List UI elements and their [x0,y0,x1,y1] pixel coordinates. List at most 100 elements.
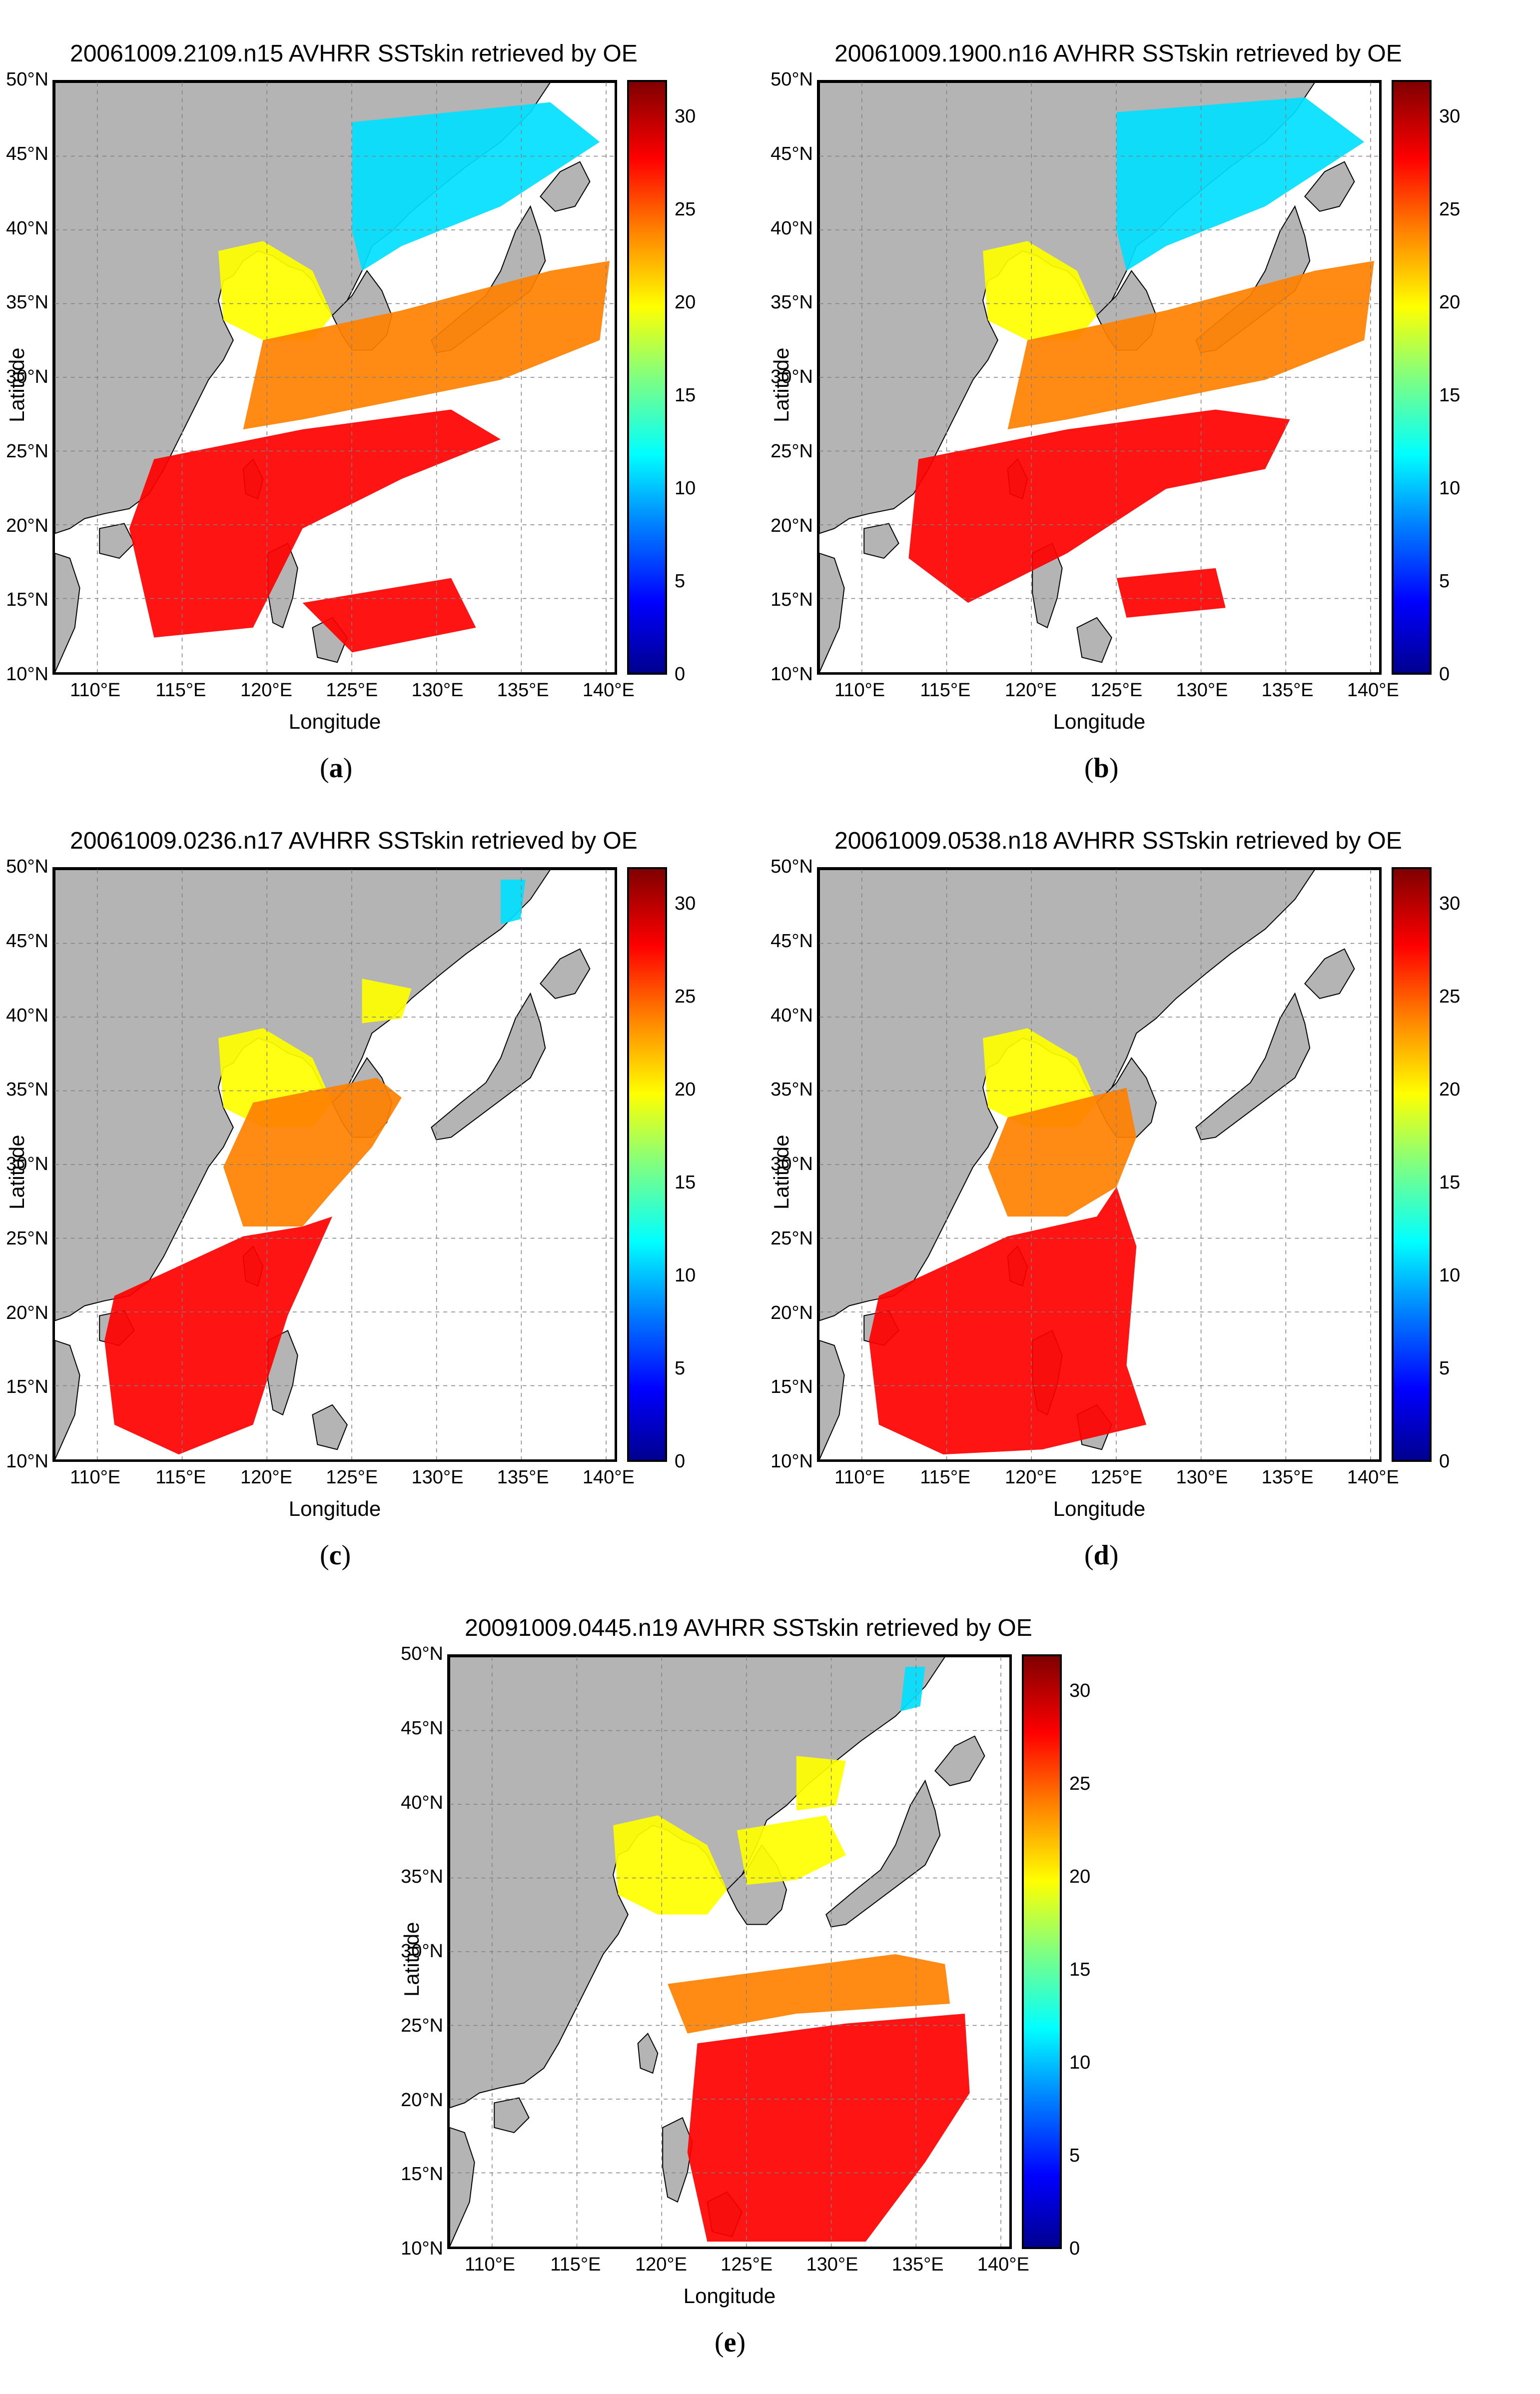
lat-tick-label: 45°N [401,1717,443,1739]
lat-tick-label: 25°N [770,440,813,462]
sst-retrieval-area [223,1078,402,1226]
sst-retrieval-area [362,979,412,1024]
sst-retrieval-area [908,409,1290,603]
panel-label-close: ) [341,1540,351,1571]
sst-map [819,870,1379,1459]
sst-retrieval-area [352,102,600,271]
land-mass [431,992,546,1141]
colorbar-tick-label: 30 [1069,1680,1091,1702]
colorbar-tick-label: 20 [1439,292,1461,313]
land-mass [825,1779,941,1928]
lat-tick-label: 20°N [401,2089,443,2111]
colorbar-tick-label: 30 [675,106,696,127]
lon-tick-label: 140°E [977,2254,1029,2275]
sst-retrieval-area [900,1666,925,1712]
lat-tick-label: 45°N [6,930,48,952]
land-mass [1304,948,1355,999]
lon-tick-label: 130°E [411,680,464,701]
map-panel-c: 20061009.0236.n17 AVHRR SSTskin retrieve… [5,827,696,1607]
land-mass [99,523,135,559]
lat-tick-label: 40°N [770,1005,813,1026]
lat-tick-label: 10°N [6,664,48,685]
lat-tick-label: 35°N [770,1079,813,1101]
lon-tick-label: 135°E [497,1467,549,1488]
colorbar-tick-label: 5 [675,1358,686,1379]
colorbar-tick-label: 20 [1069,1866,1091,1888]
lat-tick-label: 35°N [770,292,813,313]
sst-map [55,870,615,1459]
colorbar-tick-label: 15 [675,1172,696,1194]
lon-tick-label: 135°E [497,680,549,701]
panel-label-letter: e [724,2327,737,2358]
lon-tick-label: 115°E [155,680,206,701]
lat-tick-label: 15°N [770,589,813,611]
land-mass [450,2127,475,2247]
colorbar [627,80,667,675]
sst-retrieval-area [987,1088,1137,1217]
sst-retrieval-area [243,260,610,430]
land-mass [312,1404,348,1450]
sst-retrieval-area [796,1756,846,1811]
sst-retrieval-area [983,241,1097,340]
lat-tick-label: 50°N [6,856,48,877]
colorbar-tick-label: 5 [675,571,686,592]
colorbar-tick-label: 15 [1439,385,1461,406]
lat-tick-label: 20°N [6,1302,48,1323]
sst-retrieval-area [104,1216,333,1455]
colorbar-tick-label: 30 [1439,106,1461,127]
lat-tick-label: 25°N [6,1227,48,1249]
colorbar-tick-label: 10 [675,478,696,499]
lat-tick-label: 50°N [770,856,813,877]
map-title: 20061009.0236.n17 AVHRR SSTskin retrieve… [70,828,638,854]
land-mass [863,523,899,559]
lon-tick-label: 120°E [1005,680,1057,701]
lat-tick-label: 35°N [401,1866,443,1888]
colorbar-tick-label: 0 [1439,664,1450,685]
land-mass [637,2032,659,2074]
lat-tick-label: 30°N [770,1154,813,1175]
panel-label-close: ) [1109,753,1119,784]
lat-tick-label: 45°N [6,143,48,164]
lon-tick-label: 135°E [1261,680,1314,701]
colorbar-tick-label: 15 [675,385,696,406]
sst-retrieval-area [1116,568,1226,618]
sst-retrieval-area [302,578,476,653]
lon-tick-label: 130°E [1176,680,1228,701]
colorbar-tick-label: 0 [1439,1451,1450,1472]
lat-tick-label: 15°N [401,2164,443,2185]
panel-label-open: ( [1084,753,1094,784]
panel-label-close: ) [343,753,353,784]
lat-tick-label: 15°N [6,1376,48,1398]
lat-tick-label: 20°N [770,515,813,536]
colorbar-tick-label: 30 [1439,893,1461,915]
sst-retrieval-area [668,1954,950,2034]
x-axis-label: Longitude [288,1497,381,1520]
panel-label: (e) [715,2327,746,2359]
lat-tick-label: 40°N [401,1792,443,1813]
lat-tick-label: 40°N [770,217,813,239]
colorbar-tick-label: 25 [1069,1773,1091,1795]
map-title: 20061009.2109.n15 AVHRR SSTskin retrieve… [70,40,638,67]
lat-tick-label: 30°N [401,1941,443,1962]
y-axis-label: Latitude [5,347,28,422]
lon-tick-label: 110°E [834,1467,885,1488]
lon-tick-label: 130°E [806,2254,858,2275]
lon-tick-label: 125°E [721,2254,773,2275]
lat-tick-label: 25°N [770,1227,813,1249]
panel-label: (d) [1084,1539,1118,1571]
sst-retrieval-area [1116,97,1365,271]
colorbar-tick-label: 25 [1439,986,1461,1008]
panel-label-open: ( [320,1540,329,1571]
map-panel-b: 20061009.1900.n16 AVHRR SSTskin retrieve… [770,40,1460,820]
lon-tick-label: 125°E [326,1467,378,1488]
y-axis-label: Latitude [770,347,793,422]
colorbar-tick-label: 20 [675,1079,696,1101]
lat-tick-label: 25°N [6,440,48,462]
map-title: 20061009.1900.n16 AVHRR SSTskin retrieve… [834,40,1402,67]
colorbar [1392,80,1432,675]
land-mass [1304,161,1355,212]
colorbar-tick-label: 0 [675,664,686,685]
land-mass [934,1735,985,1786]
panel-label-letter: d [1093,1540,1109,1571]
land-mass [494,2097,530,2134]
